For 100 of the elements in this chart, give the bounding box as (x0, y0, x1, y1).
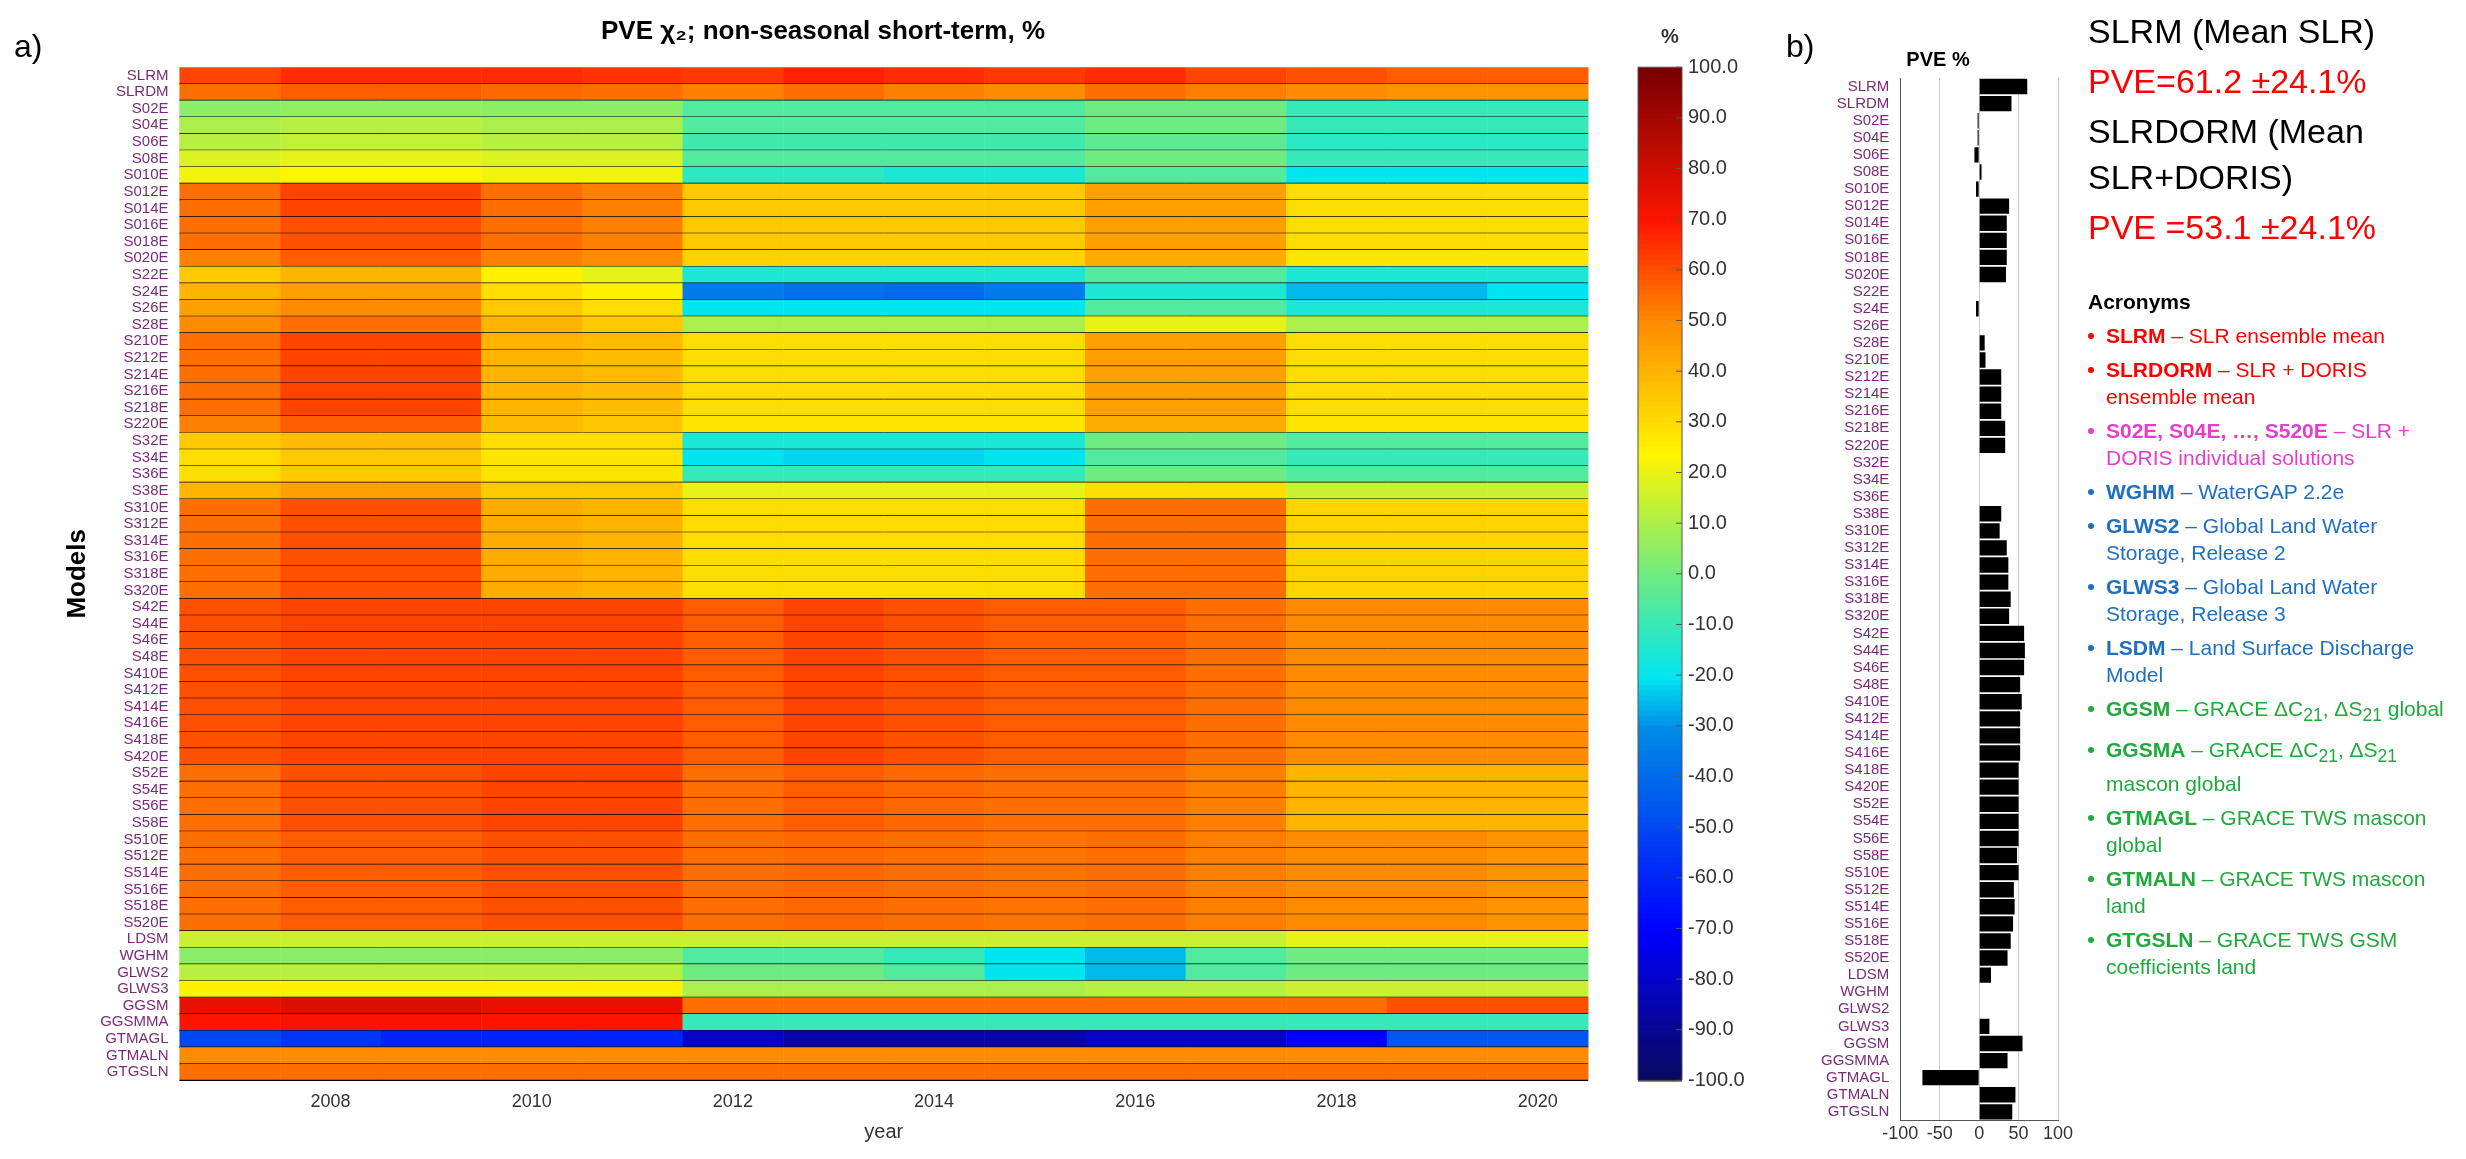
y-tick-label: S08E (131, 148, 169, 166)
y-tick-label: WGHM (1840, 982, 1890, 1000)
y-tick-label: S218E (1844, 418, 1890, 436)
text: a) (14, 27, 43, 64)
y-tick-label: S24E (131, 281, 169, 299)
y-tick-label: S48E (131, 646, 169, 664)
y-tick-label: S418E (123, 730, 169, 748)
y-tick-label: S010E (1844, 179, 1890, 197)
y-tick-label: S510E (1844, 862, 1890, 880)
y-tick-label: S016E (123, 215, 169, 233)
y-tick-label: S320E (123, 580, 169, 598)
y-tick-label: S412E (1844, 708, 1890, 726)
text: GTMAGL – GRACE TWS mascon global (2106, 806, 2427, 857)
bar (1979, 1052, 2008, 1069)
y-tick-label: S018E (1844, 247, 1890, 265)
color-bar-label: -10.0 (1688, 611, 1734, 634)
y-tick-label: S516E (1844, 914, 1890, 932)
y-tick-label: GLWS2 (1837, 999, 1890, 1017)
y-tick-label: S012E (1844, 196, 1890, 214)
y-tick-label: S52E (131, 763, 169, 781)
y-tick-label: S214E (1844, 384, 1890, 402)
color-bar-label: 20.0 (1688, 460, 1727, 482)
y-tick-label: GGSMMA (1820, 1050, 1890, 1068)
bar (1976, 181, 1979, 197)
y-tick-label: S26E (1852, 315, 1890, 333)
x-tick-label: 2008 (310, 1091, 351, 1112)
y-tick-label: S410E (1844, 691, 1890, 709)
y-tick-label: S318E (1844, 589, 1890, 607)
y-tick-label: S38E (131, 480, 169, 498)
bar (1979, 847, 2018, 864)
y-tick-label: GLWS3 (1837, 1016, 1890, 1034)
y-tick-label: S514E (123, 862, 169, 880)
y-tick-label: S42E (131, 597, 169, 615)
bar (1979, 813, 2019, 830)
bar (1979, 608, 2010, 624)
bar (1979, 1035, 2023, 1052)
y-tick-label: S32E (131, 431, 169, 449)
bar (1979, 437, 2006, 454)
y-tick-label: S220E (1844, 435, 1890, 453)
text: S02E, S04E, …, S520E – SLR + DORIS individual solutions (2106, 419, 2411, 469)
color-bar-label: 100.0 (1688, 54, 1739, 77)
y-tick-label: GTMALN (1826, 1084, 1890, 1102)
bar (1979, 95, 2012, 112)
x-axis-title: year (864, 1119, 904, 1142)
y-tick-label: S414E (123, 696, 169, 714)
y-tick-label: SLRDM (116, 82, 169, 100)
y-tick-label: S016E (1844, 230, 1890, 248)
color-bar-label: -20.0 (1688, 662, 1734, 685)
y-tick-label: S412E (123, 680, 169, 698)
text: GGSMA – GRACE ΔC$_{21}$, ΔS$_{21}$ mascon global (2106, 738, 2398, 796)
bar (1979, 694, 2022, 710)
text: PVE =53.1 ±24.1% (2088, 207, 2378, 248)
y-tick-label: S512E (1844, 879, 1890, 897)
y-tick-label: LDSM (126, 929, 169, 947)
bar (1976, 301, 1979, 317)
y-tick-label: S38E (1852, 503, 1890, 521)
y-tick-label: S316E (1844, 572, 1890, 590)
x-tick-label: 100 (2042, 1123, 2074, 1144)
x-tick-label: 2010 (511, 1091, 552, 1112)
bar (1979, 403, 2002, 419)
bar (1979, 591, 2011, 607)
y-tick-label: S34E (131, 447, 169, 465)
y-tick-label: GTMAGL (1825, 1067, 1890, 1085)
y-tick-label: S26E (131, 298, 169, 316)
y-tick-label: GGSM (1843, 1033, 1890, 1051)
chart-title: PVE χ₂; non-seasonal short-term, % (600, 14, 1046, 45)
text: WGHM – WaterGAP 2.2e (2106, 480, 2345, 503)
color-bar-label: -100.0 (1688, 1067, 1745, 1090)
bar (1979, 659, 2025, 676)
y-tick-label: S210E (123, 331, 169, 349)
bar (1979, 78, 2028, 95)
y-tick-label: S310E (123, 497, 169, 515)
y-tick-label: S56E (1852, 828, 1890, 846)
y-tick-label: S48E (1852, 674, 1890, 692)
y-tick-label: S420E (123, 746, 169, 764)
bar (1979, 676, 2021, 693)
y-tick-label: GGSM (122, 995, 169, 1013)
y-tick-label: GTGSLN (106, 1062, 169, 1080)
y-tick-label: S320E (1844, 606, 1890, 624)
y-tick-label: S312E (123, 514, 169, 532)
text: LSDM – Land Surface Discharge Model (2106, 636, 2415, 686)
y-tick-label: S216E (1844, 401, 1890, 419)
y-tick-label: S44E (1852, 640, 1890, 658)
y-tick-label: S318E (123, 563, 169, 581)
bar (1979, 625, 2025, 642)
y-tick-label: S020E (1844, 264, 1890, 282)
y-tick-label: LDSM (1847, 965, 1890, 983)
y-tick-label: S218E (123, 397, 169, 415)
text: GLWS2 – Global Land Water Storage, Release 2 (2106, 514, 2378, 564)
x-tick-label: -100 (1882, 1123, 1919, 1144)
bar (1979, 420, 2006, 437)
color-bar-label: -30.0 (1688, 713, 1734, 736)
y-tick-label: S34E (1852, 469, 1890, 487)
y-tick-label: S510E (123, 829, 169, 847)
text: GLWS3 – Global Land Water Storage, Release 3 (2106, 575, 2378, 625)
y-tick-label: S012E (123, 181, 169, 199)
bar (1979, 796, 2019, 812)
bar (1979, 249, 2007, 266)
color-bar-label: -70.0 (1688, 915, 1734, 938)
y-tick-label: S44E (131, 613, 169, 631)
